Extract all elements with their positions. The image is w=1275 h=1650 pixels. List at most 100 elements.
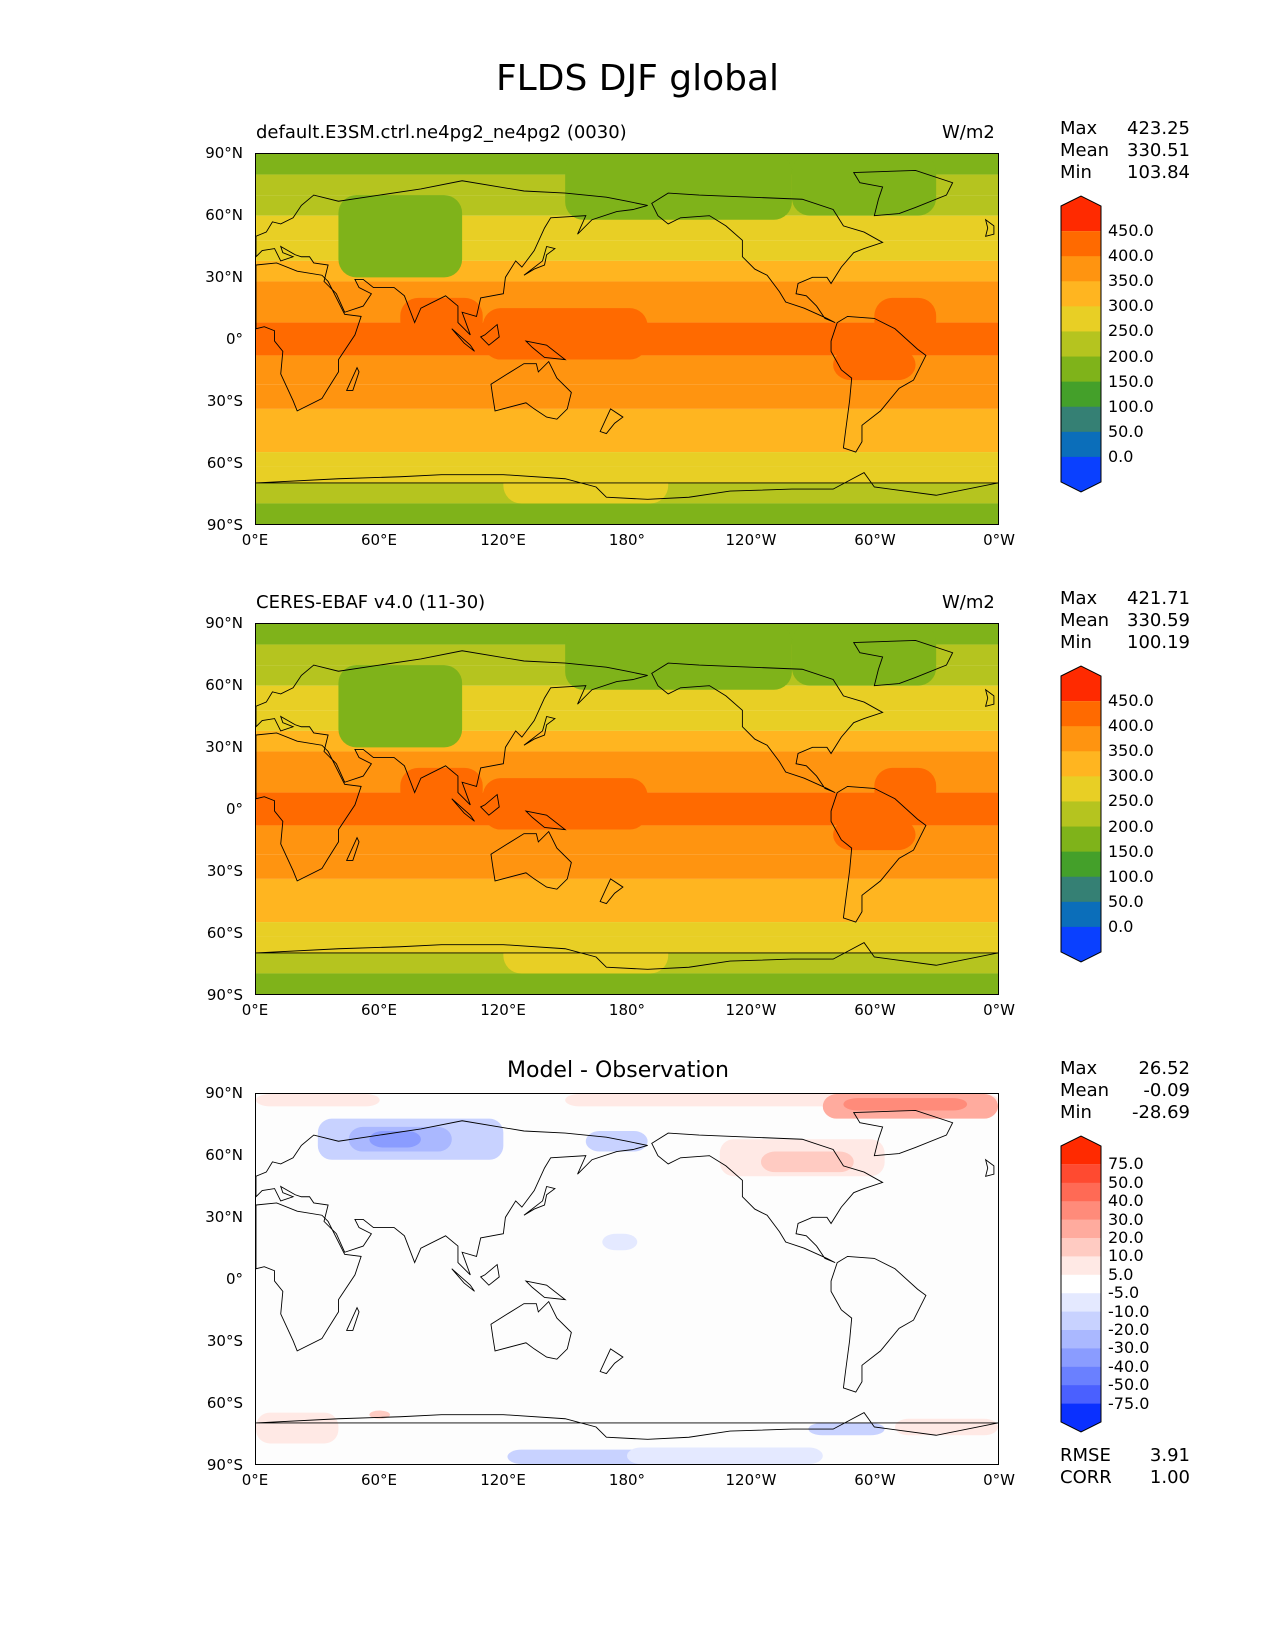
colorbar-segment [1061, 876, 1101, 903]
contour-region [791, 154, 937, 216]
colorbar-segment [1061, 1385, 1101, 1405]
colorbar-segment [1061, 281, 1101, 307]
colorbar-segment [1061, 196, 1101, 232]
contour-region [565, 624, 792, 690]
coastline [451, 798, 475, 822]
coastline [256, 471, 998, 500]
colorbar-tick-label: 150.0 [1108, 841, 1154, 861]
coastline [524, 1280, 567, 1301]
lat-tick-label: 60°S [206, 1394, 243, 1412]
contour-band [256, 878, 998, 902]
panel-title: CERES-EBAF v4.0 (11-30) [256, 592, 486, 613]
stat-min: 103.84 [1127, 162, 1190, 183]
stat-max: 423.25 [1127, 118, 1190, 139]
coastline [651, 192, 884, 324]
lat-tick-label: 30°S [206, 862, 243, 880]
contour-band [256, 431, 998, 453]
contour-region [585, 1131, 648, 1152]
figure-title: FLDS DJF global [495, 58, 780, 99]
colorbar-tick-label: 450.0 [1108, 221, 1154, 241]
colorbar-segment [1061, 306, 1101, 332]
lat-tick-label: 60°N [205, 676, 243, 694]
colorbar [1060, 1135, 1102, 1433]
contour-band [256, 281, 998, 302]
lat-tick-label: 90°S [206, 516, 243, 534]
contour-region [833, 349, 916, 381]
lat-tick-label: 30°N [205, 1208, 243, 1226]
coastline [479, 323, 500, 346]
stat-label: Mean [1060, 610, 1110, 631]
contour-region [760, 1151, 854, 1173]
coastline [830, 785, 927, 923]
coastline [256, 262, 362, 412]
lon-tick-label: 120°W [725, 1471, 777, 1489]
colorbar-segment [1061, 851, 1101, 878]
coastline [479, 1263, 500, 1286]
contour-band [256, 408, 998, 432]
colorbar-segment [1061, 356, 1101, 383]
colorbar-segment [1061, 456, 1101, 492]
coastline [345, 1306, 360, 1331]
coastline [451, 328, 475, 352]
lon-tick-label: 120°E [480, 531, 526, 549]
contour-region [256, 1412, 339, 1444]
colorbar-tick-label: 450.0 [1108, 691, 1154, 711]
lat-tick-label: 90°S [206, 1456, 243, 1474]
coastline [651, 662, 884, 794]
panel-title: Model - Observation [507, 1058, 729, 1083]
contour-band [256, 854, 998, 879]
coastline [523, 1185, 556, 1216]
contour-region [256, 1094, 380, 1107]
rmse-value: 3.91 [1149, 1445, 1190, 1466]
colorbar-segment [1061, 1274, 1101, 1294]
contour-region [369, 1410, 390, 1419]
colorbar-tick-label: 350.0 [1108, 271, 1154, 291]
colorbar-tick-label: 75.0 [1108, 1154, 1144, 1174]
lon-tick-label: 0°E [241, 1471, 269, 1489]
colorbar-segment [1061, 1136, 1101, 1165]
contour-band [256, 751, 998, 772]
panel-obs: CERES-EBAF v4.0 (11-30) W/m2 Max 421.71 M… [0, 580, 1275, 1020]
contour-region [503, 466, 669, 504]
coastline [490, 830, 572, 890]
coastline [599, 1348, 624, 1375]
stat-mean: 330.59 [1127, 610, 1190, 631]
lon-tick-label: 0°E [241, 1001, 269, 1019]
colorbar-segment [1061, 1366, 1101, 1386]
coastline [256, 180, 648, 336]
stat-mean: -0.09 [1143, 1080, 1190, 1101]
coastline [830, 1255, 927, 1393]
contour-region [565, 154, 792, 220]
colorbar-tick-label: 0.0 [1108, 446, 1134, 466]
colorbar-tick-label: 200.0 [1108, 816, 1154, 836]
lat-tick-label: 30°N [205, 738, 243, 756]
colorbar-tick-label: -75.0 [1108, 1393, 1150, 1413]
contour-band [256, 973, 998, 994]
coastline [256, 1202, 362, 1352]
colorbar-segment [1061, 776, 1101, 802]
colorbar [1060, 195, 1102, 493]
coastline [345, 366, 360, 391]
lon-tick-label: 60°E [360, 531, 398, 549]
coastline [256, 1411, 998, 1440]
colorbar-tick-label: 300.0 [1108, 296, 1154, 316]
contour-region [503, 936, 669, 974]
lon-tick-label: 120°W [725, 1001, 777, 1019]
colorbar [1060, 665, 1102, 963]
stats-block: Max 423.25 Mean 330.51 Min 103.84 [1060, 118, 1190, 184]
contour-band [256, 384, 998, 409]
colorbar-tick-label: 400.0 [1108, 246, 1154, 266]
stats-block: Max 26.52 Mean -0.09 Min -28.69 [1060, 1058, 1190, 1124]
colorbar-segment [1061, 801, 1101, 828]
colorbar-tick-label: 10.0 [1108, 1246, 1144, 1266]
coastline [852, 1109, 954, 1157]
lat-tick-label: 60°N [205, 1146, 243, 1164]
panel-units: W/m2 [942, 592, 995, 613]
lon-tick-label: 0°W [983, 531, 1015, 549]
coastline [599, 408, 624, 435]
coastline [830, 315, 927, 453]
lon-tick-label: 0°W [983, 1001, 1015, 1019]
lat-tick-label: 60°S [206, 454, 243, 472]
colorbar-tick-label: 20.0 [1108, 1228, 1144, 1247]
colorbar-segment [1061, 751, 1101, 777]
